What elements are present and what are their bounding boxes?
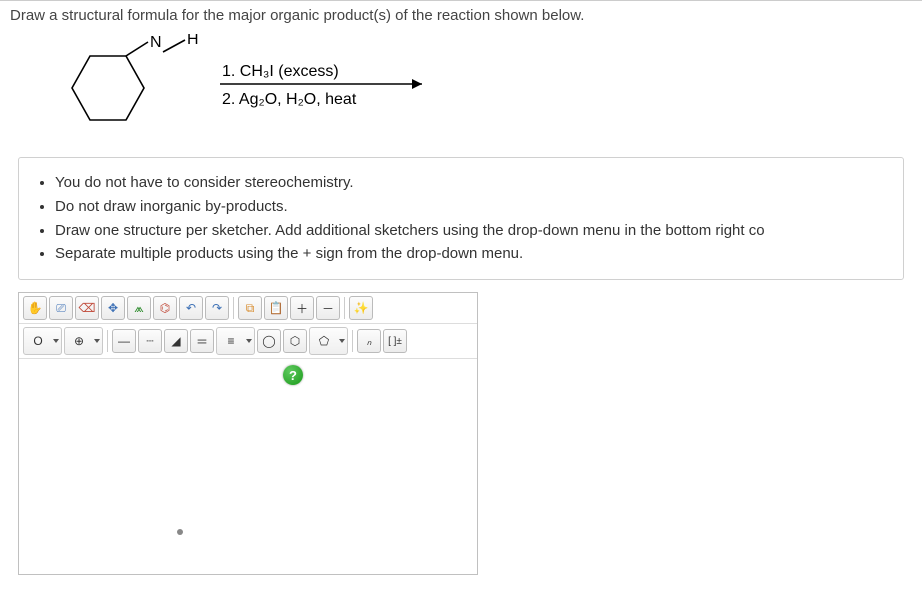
copy-button[interactable]: ⧉ — [238, 296, 262, 320]
note-item: You do not have to consider stereochemis… — [55, 172, 889, 194]
move-button[interactable]: ✥ — [101, 296, 125, 320]
toolbar-separator — [344, 297, 345, 319]
dotted-bond-button[interactable]: ┈ — [138, 329, 162, 353]
help-button[interactable]: ? — [283, 365, 303, 385]
toolbar-separator — [352, 330, 353, 352]
ring-button[interactable]: ◯ — [257, 329, 281, 353]
reaction-scheme: N H 1. CH₃I (excess) 2. Ag₂O, H₂O, heat — [0, 34, 922, 149]
note-item: Draw one structure per sketcher. Add add… — [55, 220, 889, 242]
wedge-bond-button[interactable]: ◢ — [164, 329, 188, 353]
h-atom-label: H — [187, 34, 199, 48]
charge-group: ⊕ — [64, 327, 103, 355]
toolbar-separator — [233, 297, 234, 319]
bracket-button[interactable]: [ ]± — [383, 329, 407, 353]
canvas-atom-placeholder[interactable] — [177, 529, 183, 535]
triple-bond-button[interactable]: ≡ — [219, 329, 243, 353]
note-item: Separate multiple products using the + s… — [55, 243, 889, 265]
charge-button[interactable]: ⊕ — [67, 329, 91, 353]
chain-button[interactable]: ⩕ — [127, 296, 151, 320]
chevron-down-icon[interactable] — [53, 339, 59, 343]
polygon-button[interactable]: ⬠ — [312, 329, 336, 353]
template-button[interactable]: ⌬ — [153, 296, 177, 320]
drawing-canvas[interactable]: ? — [19, 359, 477, 574]
undo-button[interactable]: ↶ — [179, 296, 203, 320]
redo-button[interactable]: ↷ — [205, 296, 229, 320]
sn-button[interactable]: ₙ — [357, 329, 381, 353]
instructions-box: You do not have to consider stereochemis… — [18, 157, 904, 280]
paste-button[interactable]: 📋 — [264, 296, 288, 320]
structure-sketcher: ✋ ⎚ ⌫ ✥ ⩕ ⌬ ↶ ↷ ⧉ 📋 ＋ － ✨ O ⊕ — ┈ ◢ ＝ ≡ … — [18, 292, 478, 575]
double-bond-button[interactable]: ＝ — [190, 329, 214, 353]
clean-button[interactable]: ✨ — [349, 296, 373, 320]
atom-group: O — [23, 327, 62, 355]
n-atom-label: N — [150, 34, 162, 51]
atom-button[interactable]: O — [26, 329, 50, 353]
chevron-down-icon[interactable] — [246, 339, 252, 343]
question-text: Draw a structural formula for the major … — [0, 1, 922, 34]
zoom-out-button[interactable]: － — [316, 296, 340, 320]
note-item: Do not draw inorganic by-products. — [55, 196, 889, 218]
hand-tool-button[interactable]: ✋ — [23, 296, 47, 320]
toolbar-row-2: O ⊕ — ┈ ◢ ＝ ≡ ◯ ⬡ ⬠ ₙ [ ]± — [19, 324, 477, 359]
triple-bond-group: ≡ — [216, 327, 255, 355]
polygon-group: ⬠ — [309, 327, 348, 355]
zoom-in-button[interactable]: ＋ — [290, 296, 314, 320]
clear-button[interactable]: ⎚ — [49, 296, 73, 320]
chevron-down-icon[interactable] — [94, 339, 100, 343]
reaction-svg: N H 1. CH₃I (excess) 2. Ag₂O, H₂O, heat — [52, 34, 452, 149]
erase-button[interactable]: ⌫ — [75, 296, 99, 320]
reagent-step2: 2. Ag₂O, H₂O, heat — [222, 91, 357, 108]
toolbar-separator — [107, 330, 108, 352]
benzene-button[interactable]: ⬡ — [283, 329, 307, 353]
chevron-down-icon[interactable] — [339, 339, 345, 343]
toolbar-row-1: ✋ ⎚ ⌫ ✥ ⩕ ⌬ ↶ ↷ ⧉ 📋 ＋ － ✨ — [19, 293, 477, 324]
single-bond-button[interactable]: — — [112, 329, 136, 353]
reagent-step1: 1. CH₃I (excess) — [222, 63, 339, 80]
